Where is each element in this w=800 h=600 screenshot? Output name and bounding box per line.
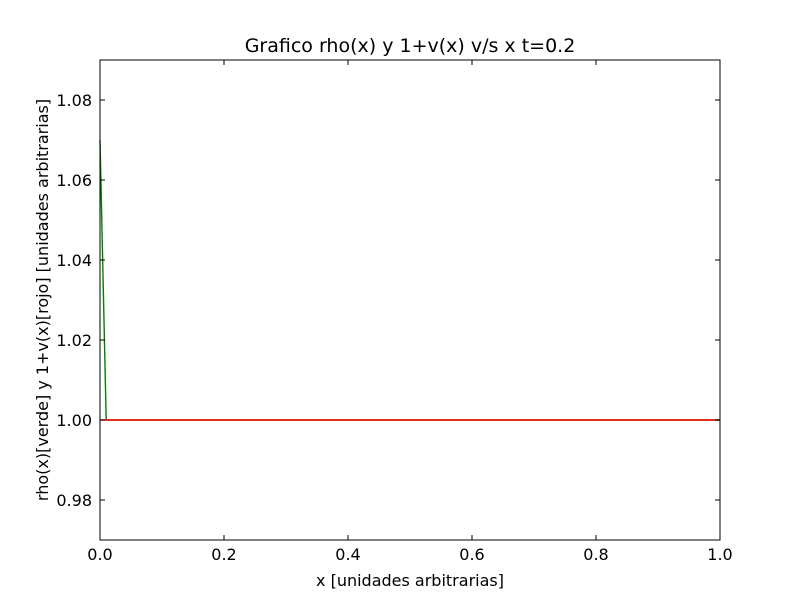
y-tick-label: 1.06 xyxy=(56,171,92,190)
x-tick-label: 0.4 xyxy=(335,545,360,564)
y-tick-label: 1.04 xyxy=(56,251,92,270)
x-tick-label: 1.0 xyxy=(707,545,732,564)
x-axis-label: x [unidades arbitrarias] xyxy=(316,571,504,590)
chart-title: Grafico rho(x) y 1+v(x) v/s x t=0.2 xyxy=(245,35,576,57)
x-tick-label: 0.0 xyxy=(87,545,112,564)
y-tick-label: 1.08 xyxy=(56,91,92,110)
axes-frame xyxy=(99,59,721,541)
x-tick-label: 0.2 xyxy=(211,545,236,564)
y-tick-label: 1.02 xyxy=(56,331,92,350)
x-tick-label: 0.8 xyxy=(583,545,608,564)
plot-layer xyxy=(99,139,720,421)
x-tick-label: 0.6 xyxy=(459,545,484,564)
ticks-layer: 0.0 0.2 0.4 0.6 0.8 1.0 0.98 1.00 1.02 1.04 1.06 1.… xyxy=(56,60,733,564)
y-axis-label: rho(x)[verde] y 1+v(x)[rojo] [unidades a… xyxy=(33,99,52,501)
y-tick-label: 0.98 xyxy=(56,491,92,510)
series-line-1 xyxy=(99,139,720,421)
y-tick-label: 1.00 xyxy=(56,411,92,430)
